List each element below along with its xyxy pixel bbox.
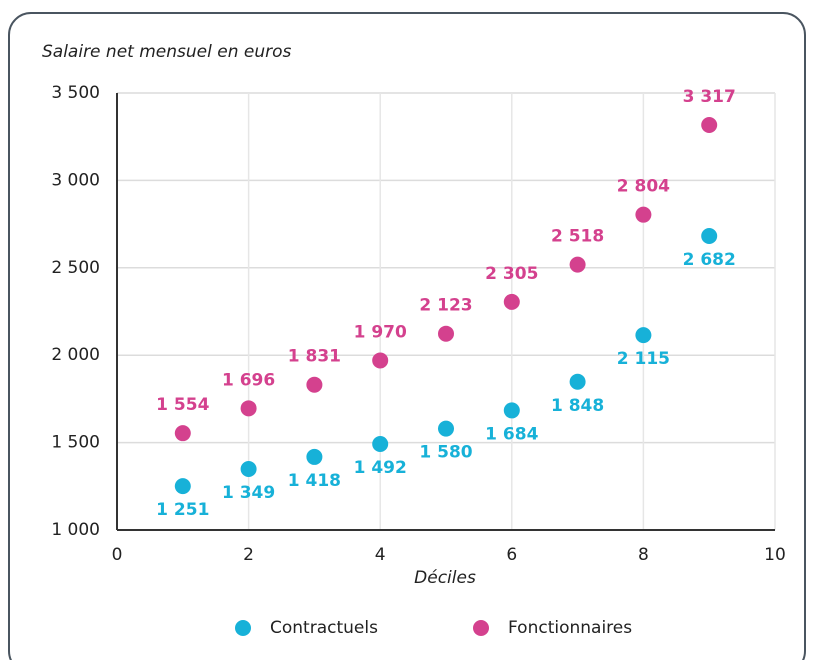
value-label: 2 804 bbox=[617, 177, 670, 197]
value-label: 3 317 bbox=[683, 87, 736, 107]
value-label: 1 251 bbox=[156, 500, 209, 520]
legend-label: Contractuels bbox=[270, 618, 378, 638]
point bbox=[503, 402, 520, 419]
point bbox=[701, 116, 718, 133]
x-tick-label: 2 bbox=[243, 545, 254, 565]
y-tick-label: 2 000 bbox=[51, 345, 100, 365]
value-label: 2 115 bbox=[617, 349, 670, 369]
value-label: 2 518 bbox=[551, 227, 604, 247]
point bbox=[372, 435, 389, 452]
value-label: 2 123 bbox=[419, 296, 472, 316]
x-tick-label: 10 bbox=[764, 545, 786, 565]
point bbox=[306, 376, 323, 393]
y-tick-label: 2 500 bbox=[51, 258, 100, 278]
point bbox=[174, 425, 191, 442]
value-label: 1 696 bbox=[222, 370, 275, 390]
point bbox=[503, 293, 520, 310]
y-tick-label: 1 000 bbox=[51, 520, 100, 540]
frame bbox=[8, 12, 806, 660]
value-label: 1 848 bbox=[551, 396, 604, 416]
legend-label: Fonctionnaires bbox=[508, 618, 632, 638]
point bbox=[240, 460, 257, 477]
point bbox=[438, 325, 454, 342]
value-label: 1 970 bbox=[354, 322, 407, 342]
point bbox=[438, 420, 454, 437]
value-label: 1 684 bbox=[485, 424, 538, 444]
chart-title: Salaire net mensuel en euros bbox=[42, 42, 291, 62]
x-tick-label: 4 bbox=[375, 545, 386, 565]
point bbox=[240, 400, 257, 417]
point bbox=[569, 373, 586, 390]
point bbox=[635, 327, 652, 344]
x-tick-label: 8 bbox=[638, 545, 649, 565]
point bbox=[372, 352, 389, 369]
value-label: 1 580 bbox=[419, 443, 472, 463]
value-label: 1 554 bbox=[156, 395, 209, 415]
point bbox=[306, 448, 323, 465]
value-label: 1 418 bbox=[288, 471, 341, 491]
x-tick-label: 0 bbox=[112, 545, 123, 565]
value-label: 1 831 bbox=[288, 347, 341, 367]
x-tick-label: 6 bbox=[506, 545, 517, 565]
legend-marker bbox=[235, 620, 251, 636]
y-tick-label: 3 000 bbox=[51, 170, 100, 190]
y-tick-label: 1 500 bbox=[51, 433, 100, 453]
value-label: 1 349 bbox=[222, 483, 275, 503]
point bbox=[174, 478, 191, 495]
value-label: 2 682 bbox=[683, 250, 736, 270]
point bbox=[569, 256, 586, 273]
legend-marker bbox=[473, 620, 489, 636]
point bbox=[635, 206, 652, 223]
x-axis-label: Déciles bbox=[414, 568, 476, 588]
y-tick-label: 3 500 bbox=[51, 83, 100, 103]
value-label: 2 305 bbox=[485, 264, 538, 284]
point bbox=[701, 227, 718, 244]
value-label: 1 492 bbox=[354, 458, 407, 478]
